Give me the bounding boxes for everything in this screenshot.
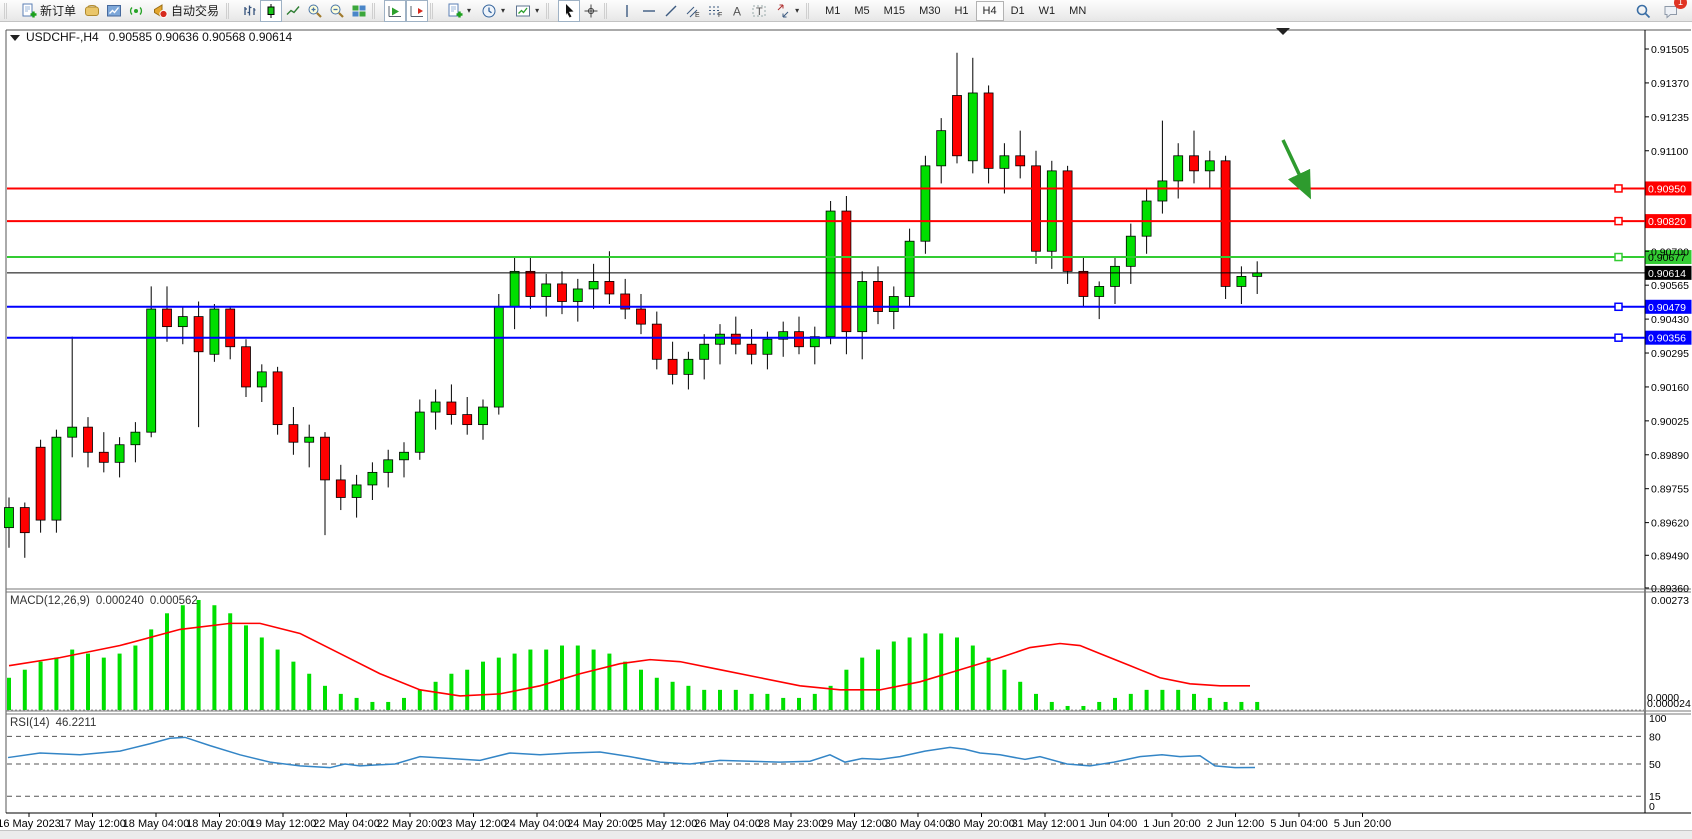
new-order-label: 新订单 bbox=[40, 4, 77, 18]
dropdown-caret-icon: ▾ bbox=[795, 6, 800, 15]
auto-trading-label: 自动交易 bbox=[171, 4, 220, 18]
template-icon bbox=[516, 5, 531, 16]
tile-windows-button[interactable] bbox=[348, 0, 370, 22]
equidistant-channel-tool-button[interactable]: E bbox=[682, 0, 704, 22]
timeframe-d1-button[interactable]: D1 bbox=[1010, 4, 1025, 17]
cursor-button[interactable] bbox=[558, 0, 581, 22]
toolbar-grip[interactable] bbox=[806, 2, 814, 19]
vertical-line-tool-button[interactable] bbox=[616, 0, 638, 22]
candlestick-icon bbox=[267, 3, 275, 18]
zoom-in-icon bbox=[308, 4, 322, 18]
text-tool-icon: A bbox=[733, 4, 741, 18]
notifications-button[interactable]: 1 bbox=[1660, 0, 1687, 22]
timeframe-mn-button[interactable]: MN bbox=[1069, 4, 1087, 17]
text-label-tool-button[interactable]: T bbox=[748, 0, 770, 22]
timeframe-h1-button[interactable]: H1 bbox=[954, 4, 969, 17]
trendline-icon bbox=[665, 5, 677, 16]
market-watch-icon bbox=[107, 4, 122, 16]
zoom-out-button[interactable] bbox=[326, 0, 348, 22]
svg-text:T: T bbox=[756, 6, 763, 18]
cursor-icon bbox=[566, 3, 574, 17]
dropdown-caret-icon: ▾ bbox=[535, 6, 540, 15]
auto-scroll-icon bbox=[388, 5, 402, 17]
history-button[interactable] bbox=[81, 0, 103, 22]
timeframe-m5-button[interactable]: M5 bbox=[854, 4, 870, 17]
timeframe-m15-button[interactable]: M15 bbox=[883, 4, 906, 17]
dropdown-caret-icon: ▾ bbox=[501, 6, 506, 15]
auto-trading-icon bbox=[154, 3, 168, 18]
chart-window[interactable] bbox=[0, 22, 1692, 830]
horizontal-line-tool-button[interactable] bbox=[638, 0, 660, 22]
line-chart-mode-button[interactable] bbox=[282, 0, 304, 22]
timeframe-h4-button[interactable]: H4 bbox=[975, 0, 1004, 21]
arrows-icon bbox=[777, 4, 789, 17]
text-label-icon: T bbox=[752, 5, 766, 18]
toolbar-grip[interactable] bbox=[546, 2, 554, 19]
clock-icon bbox=[482, 4, 496, 17]
bar-chart-icon bbox=[244, 5, 256, 15]
window-bottom-strip bbox=[0, 830, 1692, 839]
periodicity-button[interactable]: ▾ bbox=[476, 0, 510, 22]
horizontal-line-icon bbox=[643, 9, 656, 12]
timeframe-w1-button[interactable]: W1 bbox=[1038, 4, 1056, 17]
bar-chart-mode-button[interactable] bbox=[238, 0, 260, 22]
auto-trading-button[interactable]: 自动交易 bbox=[147, 0, 224, 22]
search-button[interactable] bbox=[1632, 0, 1654, 22]
svg-text:A: A bbox=[733, 4, 741, 18]
fibonacci-icon: F bbox=[709, 6, 722, 19]
toolbar-grip[interactable] bbox=[372, 2, 380, 19]
timeframe-m30-button[interactable]: M30 bbox=[919, 4, 941, 17]
dropdown-caret-icon: ▾ bbox=[467, 6, 472, 15]
zoom-in-button[interactable] bbox=[304, 0, 326, 22]
zoom-out-icon bbox=[330, 4, 344, 18]
toolbar-grip[interactable] bbox=[430, 2, 438, 19]
search-icon bbox=[1636, 4, 1651, 18]
line-chart-icon bbox=[286, 5, 300, 15]
chart-shift-icon bbox=[410, 5, 424, 17]
trendline-tool-button[interactable] bbox=[660, 0, 682, 22]
signals-button[interactable] bbox=[125, 0, 147, 22]
chart-shift-button[interactable] bbox=[406, 0, 429, 22]
signal-icon bbox=[129, 6, 143, 15]
vertical-line-icon bbox=[626, 4, 628, 17]
toolbar-grip[interactable] bbox=[4, 2, 12, 19]
indicators-icon bbox=[448, 3, 463, 17]
candlestick-mode-button[interactable] bbox=[260, 0, 283, 22]
indicators-button[interactable]: ▾ bbox=[442, 0, 476, 22]
arrows-tool-button[interactable]: ▾ bbox=[770, 0, 804, 22]
market-watch-button[interactable] bbox=[103, 0, 125, 22]
auto-scroll-button[interactable] bbox=[384, 0, 407, 22]
svg-text:E: E bbox=[695, 12, 700, 19]
toolbar-grip[interactable] bbox=[226, 2, 234, 19]
fibonacci-tool-button[interactable]: F bbox=[704, 0, 726, 22]
new-order-icon bbox=[22, 3, 37, 17]
wallet-icon bbox=[85, 4, 100, 16]
timeframe-m1-button[interactable]: M1 bbox=[825, 4, 841, 17]
main-toolbar: 新订单 自动交易 bbox=[0, 0, 1692, 22]
tile-windows-icon bbox=[352, 5, 366, 16]
text-tool-button[interactable]: A bbox=[726, 0, 748, 22]
toolbar-grip[interactable] bbox=[604, 2, 612, 19]
new-order-button[interactable]: 新订单 bbox=[16, 0, 81, 22]
svg-text:F: F bbox=[718, 12, 722, 19]
notification-badge: 1 bbox=[1674, 0, 1687, 9]
channel-icon: E bbox=[686, 6, 700, 19]
templates-button[interactable]: ▾ bbox=[510, 0, 544, 22]
crosshair-icon bbox=[584, 4, 598, 17]
crosshair-button[interactable] bbox=[580, 0, 602, 22]
